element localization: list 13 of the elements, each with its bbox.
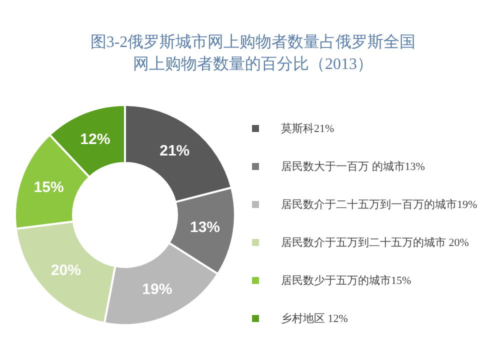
legend-label: 莫斯科21% <box>281 122 334 136</box>
data-label: 13% <box>190 219 220 236</box>
legend-label: 居民数大于一百万 的城市13% <box>281 160 425 174</box>
legend-label: 居民数少于五万的城市15% <box>281 274 412 288</box>
data-label: 19% <box>142 280 172 298</box>
chart-title: 图3-2俄罗斯城市网上购物者数量占俄罗斯全国网上购物者数量的百分比（2013） <box>89 32 417 75</box>
data-label: 12% <box>80 131 110 148</box>
legend-label: 居民数介于五万到二十五万的城市 20% <box>281 236 469 250</box>
data-label: 20% <box>50 262 81 279</box>
data-label: 15% <box>34 179 64 196</box>
legend-label: 乡村地区 12% <box>281 312 348 326</box>
data-label: 21% <box>160 142 190 160</box>
legend-label: 居民数介于二十五万到一百万的城市19% <box>281 198 478 212</box>
